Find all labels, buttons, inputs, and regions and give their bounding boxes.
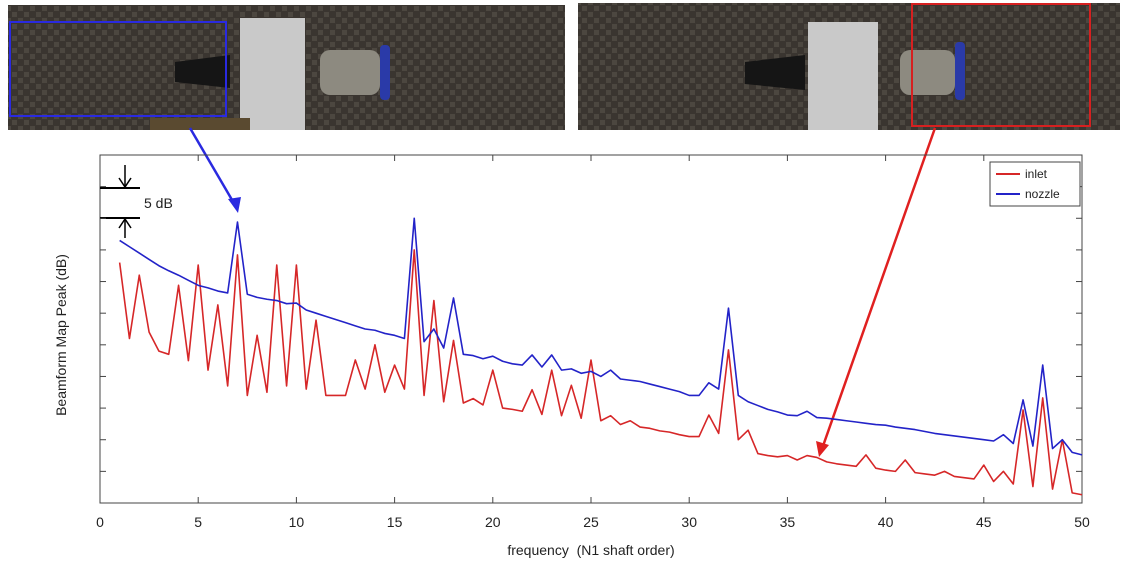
y-axis-label: Beamform Map Peak (dB)	[53, 254, 69, 416]
scale-bracket	[100, 165, 140, 238]
plot-frame	[99, 154, 1083, 504]
x-tick-label: 35	[780, 514, 796, 530]
data-line	[118, 249, 1083, 496]
x-tick-label: 15	[387, 514, 403, 530]
x-tick-label: 50	[1074, 514, 1090, 530]
x-tick-label: 5	[194, 514, 202, 530]
x-tick-label: 20	[485, 514, 501, 530]
photo-right	[578, 3, 1120, 130]
legend-label: nozzle	[1025, 187, 1060, 201]
legend-box	[989, 161, 1081, 207]
data-line	[119, 217, 1083, 456]
x-tick-label: 10	[289, 514, 305, 530]
annotation: 5 dB	[144, 195, 173, 211]
x-tick-label: 30	[681, 514, 697, 530]
photo-left	[8, 5, 565, 130]
legend-label: inlet	[1025, 167, 1048, 181]
x-tick-label: 45	[976, 514, 992, 530]
arrows	[188, 127, 937, 457]
x-tick-label: 25	[583, 514, 599, 530]
x-tick-label: 40	[878, 514, 894, 530]
x-tick-label: 0	[96, 514, 104, 530]
x-axis-label: frequency (N1 shaft order)	[507, 542, 674, 558]
